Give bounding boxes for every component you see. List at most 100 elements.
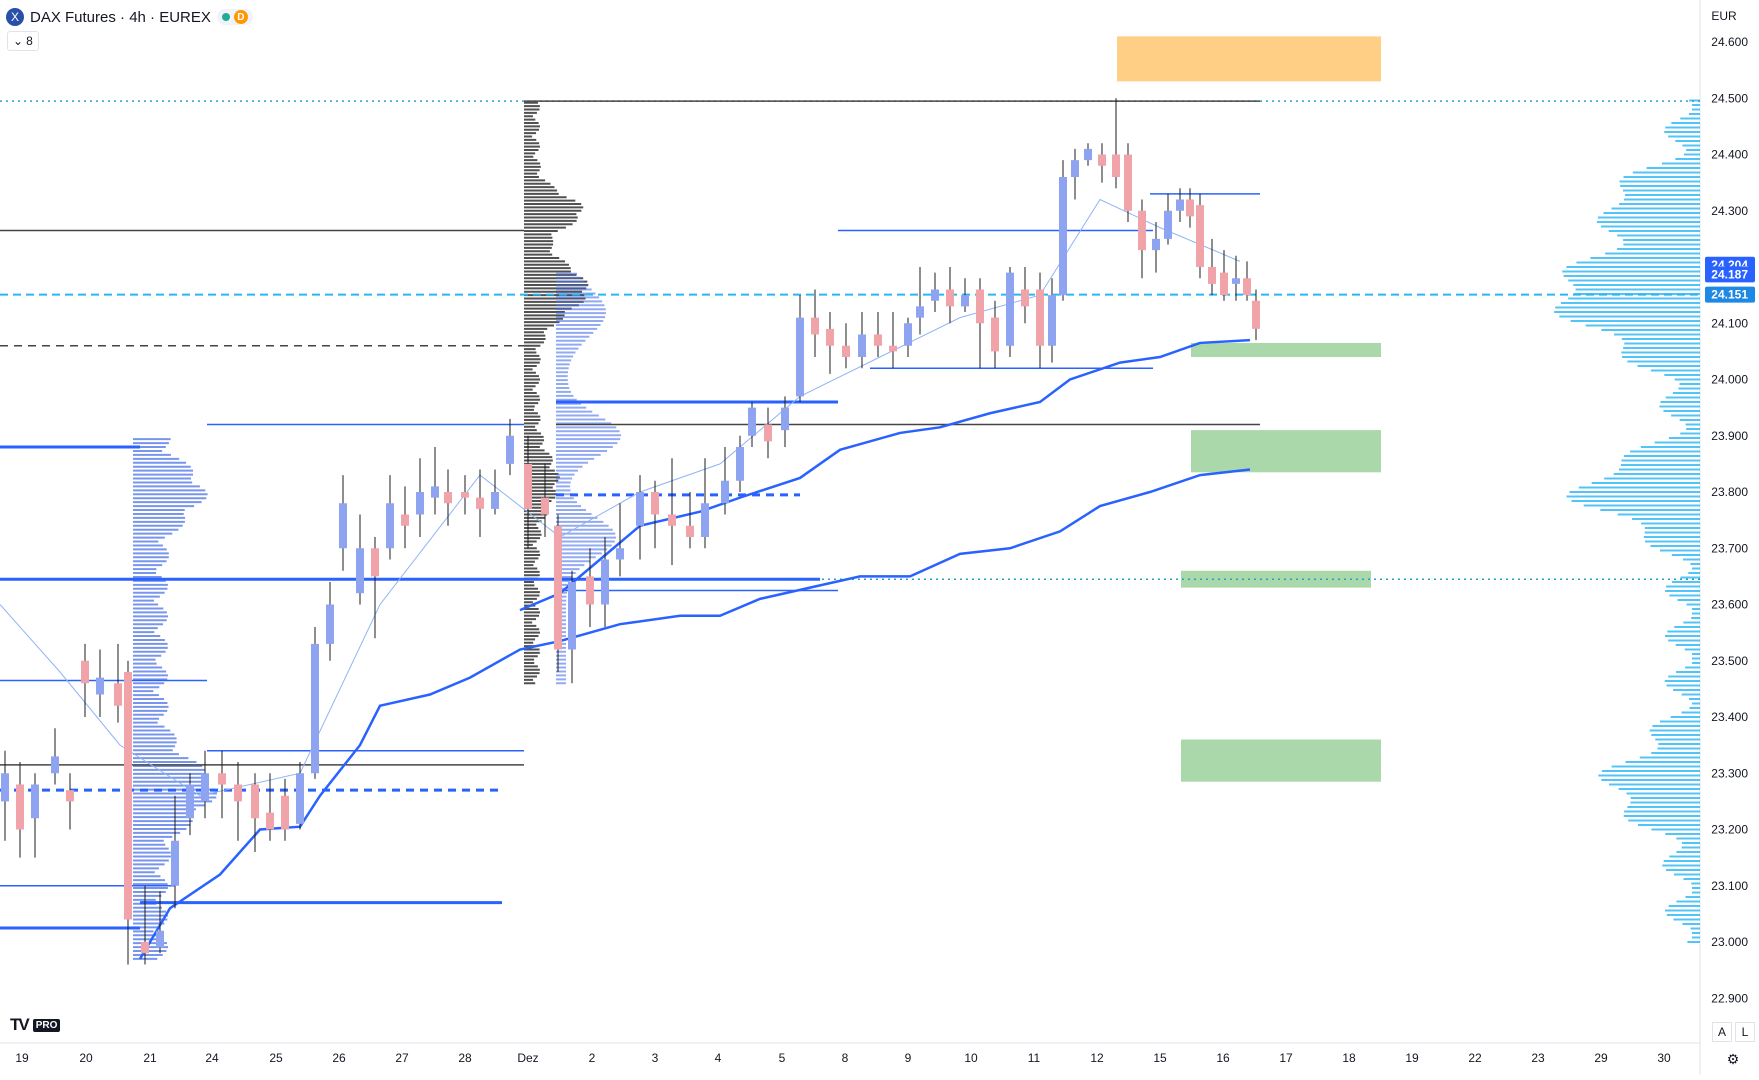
candle-down[interactable] [946, 289, 954, 307]
candle-down[interactable] [81, 660, 89, 684]
candle-down[interactable] [976, 289, 984, 324]
demand-zone[interactable] [1191, 342, 1381, 357]
candle-up[interactable] [858, 334, 866, 358]
candle-down[interactable] [991, 317, 999, 352]
candle-down[interactable] [371, 548, 379, 577]
candle-up[interactable] [748, 407, 756, 436]
candle-down[interactable] [1124, 154, 1132, 211]
candle-up[interactable] [416, 492, 424, 515]
candle-up[interactable] [1048, 295, 1056, 346]
candle-up[interactable] [201, 773, 209, 802]
candle-down[interactable] [218, 773, 226, 785]
candle-down[interactable] [234, 784, 242, 802]
candle-up[interactable] [736, 447, 744, 481]
candle-down[interactable] [16, 784, 24, 830]
candle-down[interactable] [444, 492, 452, 504]
candle-up[interactable] [1059, 177, 1067, 296]
candle-down[interactable] [114, 683, 122, 706]
candle-up[interactable] [1084, 148, 1092, 161]
candle-up[interactable] [296, 773, 304, 824]
candle-up[interactable] [431, 486, 439, 498]
candle-down[interactable] [874, 334, 882, 346]
candle-down[interactable] [1036, 289, 1044, 346]
tradingview-logo[interactable]: TV PRO [10, 1015, 61, 1034]
candle-down[interactable] [826, 328, 834, 346]
candle-down[interactable] [554, 525, 562, 650]
candle-up[interactable] [1176, 199, 1184, 211]
candle-up[interactable] [386, 503, 394, 549]
symbol-title[interactable]: DAX Futures · 4h · EUREX [30, 8, 211, 26]
candle-up[interactable] [781, 407, 789, 431]
candle-up[interactable] [601, 559, 609, 605]
candle-up[interactable] [796, 317, 804, 397]
candle-up[interactable] [616, 548, 624, 560]
candle-up[interactable] [1152, 238, 1160, 251]
candle-up[interactable] [568, 582, 576, 650]
candle-down[interactable] [668, 514, 676, 526]
candle-up[interactable] [721, 480, 729, 504]
candle-up[interactable] [931, 289, 939, 301]
candle-up[interactable] [326, 604, 334, 644]
candle-down[interactable] [764, 424, 772, 442]
candle-down[interactable] [1243, 278, 1251, 296]
demand-zone[interactable] [1181, 570, 1371, 588]
demand-zone[interactable] [1181, 739, 1381, 782]
candle-down[interactable] [251, 784, 259, 819]
candle-down[interactable] [586, 576, 594, 605]
currency-button[interactable]: EUR [1711, 9, 1737, 23]
candle-down[interactable] [281, 795, 289, 830]
candle-down[interactable] [686, 525, 694, 537]
candle-down[interactable] [266, 812, 274, 830]
candle-up[interactable] [96, 677, 104, 695]
candle-up[interactable] [311, 643, 319, 774]
candle-up[interactable] [491, 492, 499, 509]
market-status[interactable]: D [216, 9, 253, 25]
candle-down[interactable] [476, 497, 484, 509]
candle-up[interactable] [356, 548, 364, 594]
candle-up[interactable] [961, 295, 969, 307]
candle-down[interactable] [524, 463, 532, 509]
supply-zone[interactable] [1117, 36, 1381, 82]
candle-down[interactable] [1138, 210, 1146, 251]
candle-down[interactable] [651, 492, 659, 515]
candle-down[interactable] [842, 345, 850, 357]
candle-up[interactable] [51, 756, 59, 774]
symbol-legend[interactable]: X DAX Futures · 4h · EUREX D [6, 6, 253, 28]
candle-down[interactable] [461, 492, 469, 498]
candle-down[interactable] [1021, 289, 1029, 307]
candle-down[interactable] [401, 514, 409, 526]
candle-down[interactable] [1112, 154, 1120, 178]
candle-up[interactable] [701, 503, 709, 537]
candle-up[interactable] [1006, 272, 1014, 346]
candle-up[interactable] [916, 306, 924, 318]
demand-zone[interactable] [1191, 430, 1381, 473]
candle-down[interactable] [1208, 267, 1216, 284]
candle-down[interactable] [541, 497, 549, 515]
candle-up[interactable] [339, 503, 347, 549]
candle-down[interactable] [811, 317, 819, 335]
candle-up[interactable] [904, 323, 912, 346]
candle-up[interactable] [1071, 160, 1079, 177]
candle-down[interactable] [1196, 205, 1204, 267]
candle-up[interactable] [186, 784, 194, 819]
candle-down[interactable] [1098, 154, 1106, 166]
candle-up[interactable] [156, 930, 164, 948]
candle-up[interactable] [1232, 278, 1240, 284]
candle-down[interactable] [889, 345, 897, 352]
candle-up[interactable] [506, 435, 514, 464]
candle-up[interactable] [171, 840, 179, 886]
indicators-toggle-button[interactable]: ⌄ 8 [7, 31, 39, 51]
auto-scale-button[interactable]: A [1712, 1022, 1732, 1042]
candle-down[interactable] [124, 672, 132, 920]
candle-down[interactable] [141, 942, 149, 954]
log-scale-button[interactable]: L [1735, 1022, 1755, 1042]
candle-down[interactable] [1252, 300, 1260, 329]
candle-up[interactable] [636, 492, 644, 526]
gear-icon[interactable]: ⚙ [1724, 1050, 1742, 1068]
candle-down[interactable] [1186, 199, 1194, 217]
candle-down[interactable] [1220, 272, 1228, 296]
candle-down[interactable] [66, 790, 74, 802]
candle-up[interactable] [1, 773, 9, 802]
candle-up[interactable] [31, 784, 39, 819]
